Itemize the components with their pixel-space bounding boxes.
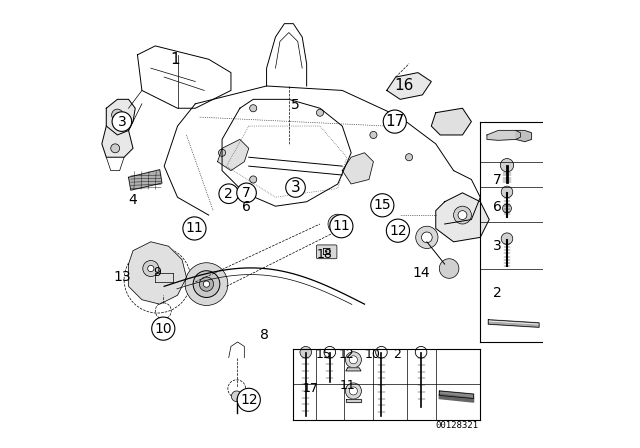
Text: 5: 5 [291, 98, 300, 112]
Polygon shape [431, 108, 472, 135]
Polygon shape [342, 153, 373, 184]
Text: 2: 2 [493, 286, 502, 300]
Circle shape [346, 383, 362, 399]
Polygon shape [516, 130, 531, 142]
Circle shape [111, 109, 124, 121]
Circle shape [422, 232, 432, 243]
Text: 3: 3 [118, 115, 126, 129]
Circle shape [500, 159, 514, 172]
Text: 6: 6 [493, 200, 502, 214]
Circle shape [371, 194, 394, 217]
Circle shape [148, 265, 154, 271]
Circle shape [143, 260, 159, 276]
Circle shape [204, 281, 209, 287]
Text: 11: 11 [333, 219, 350, 233]
Circle shape [112, 112, 132, 131]
Text: 2: 2 [393, 348, 401, 361]
Polygon shape [387, 73, 431, 99]
Circle shape [502, 204, 511, 213]
Circle shape [349, 356, 357, 364]
Circle shape [193, 271, 220, 297]
Text: 12: 12 [339, 348, 355, 361]
Text: 3: 3 [493, 239, 502, 253]
Polygon shape [346, 368, 361, 371]
Polygon shape [488, 320, 539, 327]
Text: 17: 17 [303, 382, 319, 395]
Circle shape [111, 144, 120, 153]
Circle shape [501, 186, 513, 198]
Circle shape [185, 263, 228, 306]
Text: 14: 14 [413, 266, 430, 280]
Circle shape [501, 233, 513, 245]
Circle shape [232, 391, 242, 402]
Polygon shape [439, 394, 474, 402]
Polygon shape [102, 126, 133, 157]
Text: 10: 10 [154, 322, 172, 336]
Circle shape [183, 217, 206, 240]
Text: 12: 12 [240, 393, 257, 407]
Text: 7: 7 [242, 186, 251, 200]
Text: 15: 15 [316, 348, 332, 361]
Text: 11: 11 [186, 221, 204, 236]
Circle shape [370, 131, 377, 138]
Circle shape [285, 178, 305, 197]
Polygon shape [106, 99, 135, 135]
Circle shape [333, 220, 342, 228]
FancyBboxPatch shape [316, 245, 337, 259]
Circle shape [346, 352, 362, 368]
Circle shape [383, 110, 406, 133]
Circle shape [300, 346, 312, 358]
Text: 18: 18 [317, 248, 332, 261]
Polygon shape [346, 399, 361, 402]
Text: 4: 4 [129, 193, 138, 207]
Text: 11: 11 [340, 379, 355, 392]
Circle shape [387, 219, 410, 242]
Text: 12: 12 [389, 224, 407, 238]
Circle shape [219, 184, 239, 203]
Text: 13: 13 [113, 271, 131, 284]
Circle shape [218, 149, 226, 156]
Circle shape [152, 317, 175, 340]
Text: 8: 8 [260, 328, 269, 342]
Circle shape [237, 388, 260, 411]
Circle shape [439, 259, 459, 278]
Text: 2: 2 [225, 187, 233, 201]
Polygon shape [218, 139, 249, 171]
Text: 16: 16 [394, 78, 413, 94]
Polygon shape [487, 130, 520, 140]
Circle shape [458, 211, 467, 220]
Text: ⊡: ⊡ [322, 247, 332, 257]
Circle shape [237, 183, 257, 202]
Circle shape [250, 105, 257, 112]
Circle shape [199, 277, 214, 291]
Text: 15: 15 [374, 198, 391, 212]
Circle shape [330, 215, 353, 238]
Circle shape [349, 387, 357, 395]
Circle shape [406, 154, 413, 161]
Circle shape [328, 214, 348, 234]
Text: 00128321: 00128321 [435, 421, 478, 430]
Text: 9: 9 [154, 267, 161, 280]
Text: 1: 1 [170, 52, 180, 67]
Polygon shape [129, 170, 162, 190]
Circle shape [416, 226, 438, 249]
Polygon shape [439, 391, 474, 399]
Polygon shape [436, 193, 489, 242]
Text: 17: 17 [385, 114, 404, 129]
Circle shape [454, 206, 472, 224]
Circle shape [316, 109, 324, 116]
Text: 7: 7 [493, 173, 502, 187]
Text: 10: 10 [365, 348, 380, 361]
Polygon shape [129, 242, 186, 304]
Text: 3: 3 [291, 180, 300, 195]
Circle shape [250, 176, 257, 183]
Text: 6: 6 [242, 200, 251, 214]
